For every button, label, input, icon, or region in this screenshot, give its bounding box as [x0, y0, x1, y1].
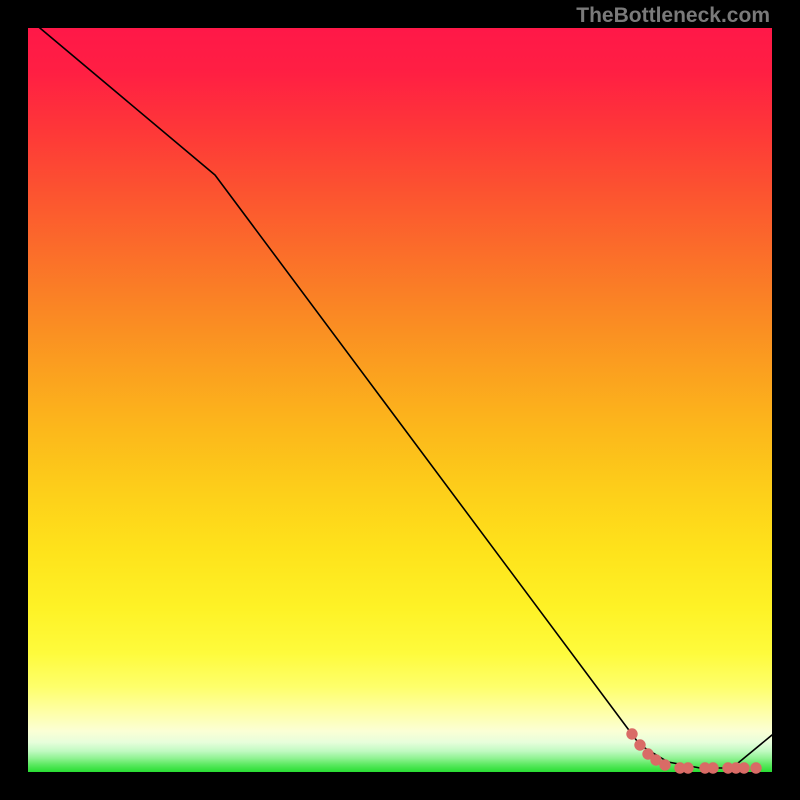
data-marker [635, 740, 645, 750]
data-marker [751, 763, 761, 773]
data-marker [627, 729, 637, 739]
watermark-text: TheBottleneck.com [576, 4, 770, 28]
bottleneck-curve [28, 18, 772, 768]
data-marker [739, 763, 749, 773]
data-marker [708, 763, 718, 773]
data-marker [683, 763, 693, 773]
data-marker [660, 760, 670, 770]
chart-overlay [0, 0, 800, 800]
